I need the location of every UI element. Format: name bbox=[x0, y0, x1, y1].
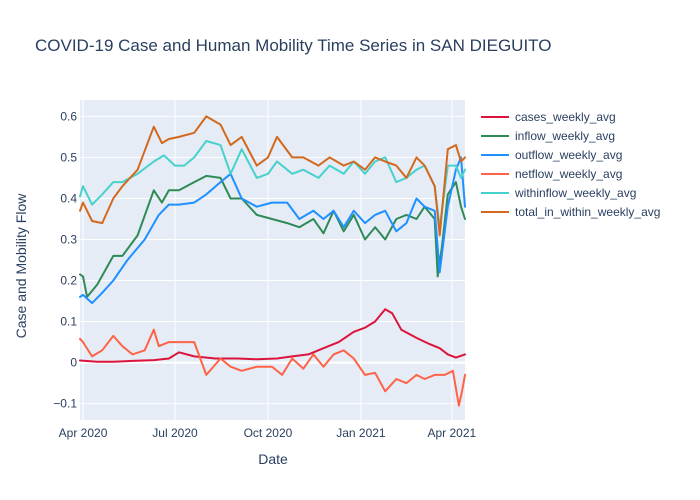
x-tick-label: Apr 2020 bbox=[59, 426, 108, 440]
series-line-netflow_weekly_avg bbox=[79, 328, 466, 407]
x-tick-label: Oct 2020 bbox=[244, 426, 293, 440]
legend-label: outflow_weekly_avg bbox=[515, 148, 622, 162]
legend: cases_weekly_avg inflow_weekly_avgoutflow… bbox=[481, 110, 660, 219]
y-tick-label: 0.5 bbox=[60, 150, 77, 164]
series-line-outflow_weekly_avg bbox=[79, 156, 466, 305]
y-tick-label: −0.1 bbox=[53, 397, 77, 411]
legend-item[interactable]: total_in_within_weekly_avg bbox=[481, 205, 660, 219]
y-tick-label: 0.3 bbox=[60, 232, 77, 246]
x-axis-title: Date bbox=[258, 451, 288, 467]
legend-label: total_in_within_weekly_avg bbox=[515, 205, 660, 219]
series-line-inflow_weekly_avg bbox=[79, 174, 466, 298]
x-tick-label: Jan 2021 bbox=[336, 426, 386, 440]
y-tick-label: 0.2 bbox=[60, 274, 77, 288]
legend-label: inflow_weekly_avg bbox=[515, 129, 615, 143]
series-line-withinflow_weekly_avg bbox=[79, 140, 466, 229]
y-tick-label: 0.1 bbox=[60, 315, 77, 329]
legend-label: netflow_weekly_avg bbox=[515, 167, 622, 181]
x-tick-label: Jul 2020 bbox=[152, 426, 198, 440]
y-tick-label: 0.6 bbox=[60, 109, 77, 123]
legend-item[interactable]: withinflow_weekly_avg bbox=[481, 186, 636, 200]
legend-item[interactable]: inflow_weekly_avg bbox=[481, 129, 615, 143]
legend-item[interactable]: cases_weekly_avg bbox=[481, 110, 616, 124]
series-layer bbox=[79, 115, 466, 407]
chart-title: COVID-19 Case and Human Mobility Time Se… bbox=[35, 36, 551, 55]
x-tick-label: Apr 2021 bbox=[428, 426, 477, 440]
legend-item[interactable]: outflow_weekly_avg bbox=[481, 148, 622, 162]
legend-label: cases_weekly_avg bbox=[515, 110, 616, 124]
legend-label: withinflow_weekly_avg bbox=[514, 186, 636, 200]
y-tick-label: 0 bbox=[70, 356, 77, 370]
series-line-cases_weekly_avg bbox=[79, 308, 466, 363]
y-axis-title: Case and Mobility Flow bbox=[13, 193, 29, 339]
y-tick-label: 0.4 bbox=[60, 191, 77, 205]
series-line-total_in_within_weekly_avg bbox=[79, 115, 466, 237]
y-axis-ticks: −0.1 0 0.1 0.2 0.3 0.4 0.5 0.6 bbox=[53, 109, 77, 410]
legend-item[interactable]: netflow_weekly_avg bbox=[481, 167, 622, 181]
x-axis-ticks: Apr 2020 Jul 2020 Oct 2020 Jan 2021 Apr 2021 bbox=[59, 426, 477, 440]
